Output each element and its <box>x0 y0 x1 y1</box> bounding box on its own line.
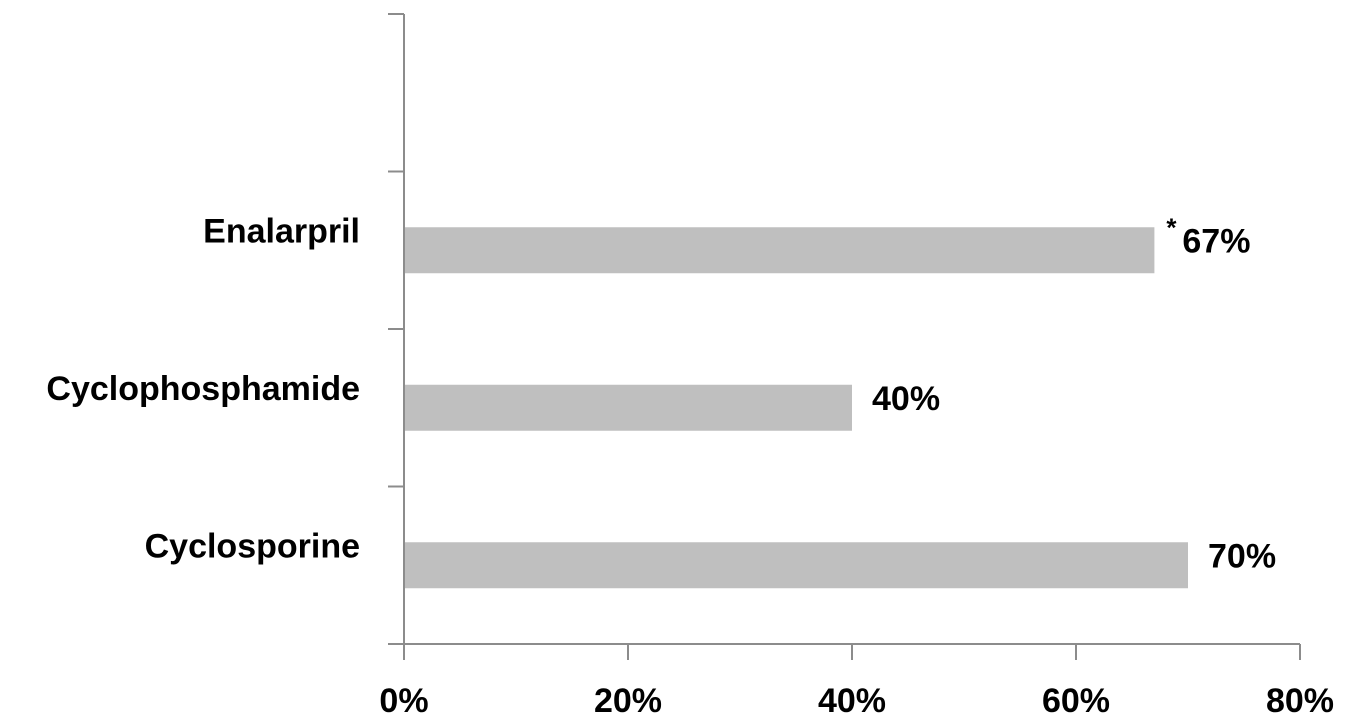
x-tick-label: 20% <box>594 682 662 720</box>
category-label: Cyclophosphamide <box>46 370 360 408</box>
x-tick-label: 60% <box>1042 682 1110 720</box>
category-label: Enalarpril <box>203 212 360 250</box>
x-tick-label: 80% <box>1266 682 1334 720</box>
data-label: 70% <box>1208 537 1276 575</box>
x-tick-label: 40% <box>818 682 886 720</box>
x-tick-label: 0% <box>379 682 428 720</box>
data-label: 40% <box>872 380 940 418</box>
category-label: Cyclosporine <box>145 527 360 565</box>
data-label: 67% <box>1182 222 1250 260</box>
bar-cyclophosphamide <box>405 384 852 431</box>
bar-enalarpril <box>405 227 1155 274</box>
significance-marker: * <box>1166 212 1177 242</box>
bar-cyclosporine <box>405 542 1188 589</box>
